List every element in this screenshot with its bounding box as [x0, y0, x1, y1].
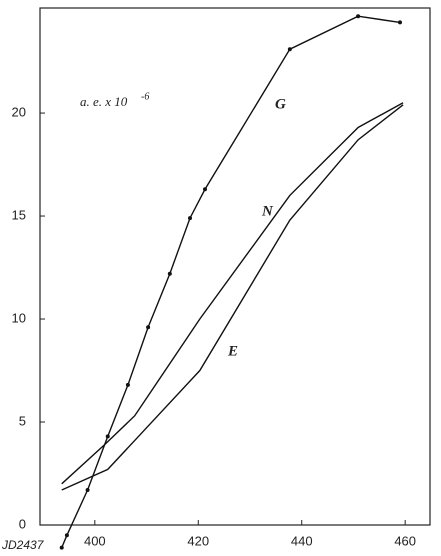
series-marker [146, 325, 151, 330]
x-tick-label: 460 [394, 533, 416, 548]
series-marker [356, 14, 361, 19]
series-marker [64, 533, 69, 538]
series-marker [203, 187, 207, 192]
x-tick-label: 420 [187, 533, 209, 548]
series-marker [188, 216, 192, 221]
series-marker [167, 271, 172, 276]
series-marker [59, 545, 64, 550]
series-line [61, 102, 404, 485]
plot-frame [39, 7, 431, 526]
y-tick-label: 10 [12, 310, 26, 325]
y-tick-label: 5 [19, 413, 26, 428]
series-line [61, 104, 404, 491]
series-label: G [275, 96, 286, 112]
x-tick-label: 440 [291, 533, 313, 548]
x-axis-label: JD2437 [1, 538, 45, 552]
series-marker [125, 382, 130, 387]
y-tick-label: 20 [12, 104, 26, 119]
series-marker [85, 487, 90, 492]
x-tick-label: 400 [84, 533, 106, 548]
y-tick-label: 15 [12, 207, 26, 222]
series-label: N [261, 203, 274, 219]
y-tick-label: 0 [19, 516, 26, 531]
series-label: E [227, 343, 238, 359]
series-line [61, 15, 401, 548]
series-marker [398, 20, 402, 25]
annotation: a. e. x 10 [80, 94, 128, 109]
series-marker [287, 47, 292, 52]
series-marker [105, 434, 110, 439]
annotation-superscript: -6 [141, 91, 149, 102]
